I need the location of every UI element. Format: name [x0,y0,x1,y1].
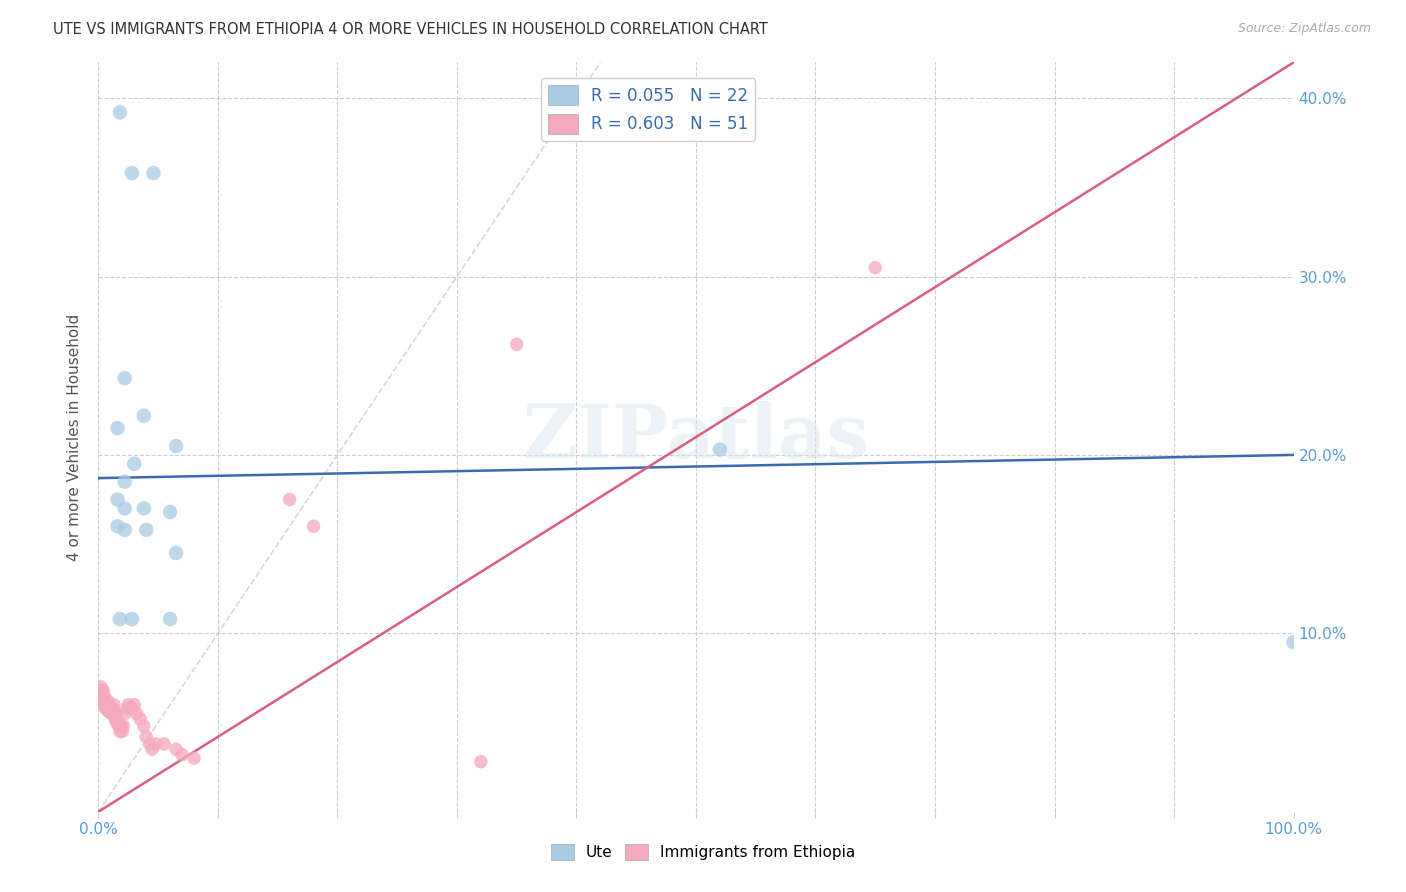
Point [96,698,118,712]
Point [105,706,128,721]
Point [129,712,152,726]
Point [506,337,529,351]
Point [97,701,120,715]
Point [90,680,112,694]
Point [1282,635,1305,649]
Point [103,706,125,721]
Point [124,698,146,712]
Point [101,701,124,715]
Point [165,546,187,560]
Point [125,706,148,721]
Point [115,701,138,715]
Point [94,694,117,708]
Text: ZIPatlas: ZIPatlas [523,401,869,474]
Point [165,439,187,453]
Point [91,683,114,698]
Point [172,747,194,762]
Point [108,105,131,120]
Point [107,492,129,507]
Point [107,719,129,733]
Point [94,701,117,715]
Point [87,692,110,706]
Point [121,166,143,180]
Point [114,501,136,516]
Legend: R = 0.055   N = 22, R = 0.603   N = 51: R = 0.055 N = 22, R = 0.603 N = 51 [541,78,755,141]
Point [114,371,136,385]
Text: Source: ZipAtlas.com: Source: ZipAtlas.com [1237,22,1371,36]
Point [91,683,114,698]
Point [141,742,163,756]
Point [165,742,187,756]
Point [183,751,205,765]
Point [114,523,136,537]
Point [142,166,165,180]
Point [159,505,181,519]
Point [108,612,131,626]
Point [97,694,120,708]
Legend: Ute, Immigrants from Ethiopia: Ute, Immigrants from Ethiopia [544,838,862,866]
Point [93,689,115,703]
Point [132,409,155,423]
Point [108,724,131,739]
Point [117,698,139,712]
Point [132,501,155,516]
Point [121,612,143,626]
Point [98,705,121,719]
Point [153,737,176,751]
Point [145,737,167,751]
Point [709,442,731,457]
Point [865,260,887,275]
Point [278,492,301,507]
Point [111,724,134,739]
Point [100,706,122,721]
Point [91,694,114,708]
Point [107,421,129,435]
Point [114,706,136,721]
Point [93,698,115,712]
Point [110,719,132,733]
Point [90,683,112,698]
Point [105,715,128,730]
Point [107,712,129,726]
Point [132,719,155,733]
Text: UTE VS IMMIGRANTS FROM ETHIOPIA 4 OR MORE VEHICLES IN HOUSEHOLD CORRELATION CHAR: UTE VS IMMIGRANTS FROM ETHIOPIA 4 OR MOR… [53,22,768,37]
Point [124,457,146,471]
Point [104,712,127,726]
Point [135,730,157,744]
Point [91,692,114,706]
Y-axis label: 4 or more Vehicles in Household: 4 or more Vehicles in Household [67,313,83,561]
Point [159,612,181,626]
Point [98,701,122,715]
Point [302,519,325,533]
Point [112,719,135,733]
Point [103,698,125,712]
Point [96,703,118,717]
Point [121,701,143,715]
Point [470,755,492,769]
Point [114,475,136,489]
Point [139,737,162,751]
Point [135,523,157,537]
Point [107,519,129,533]
